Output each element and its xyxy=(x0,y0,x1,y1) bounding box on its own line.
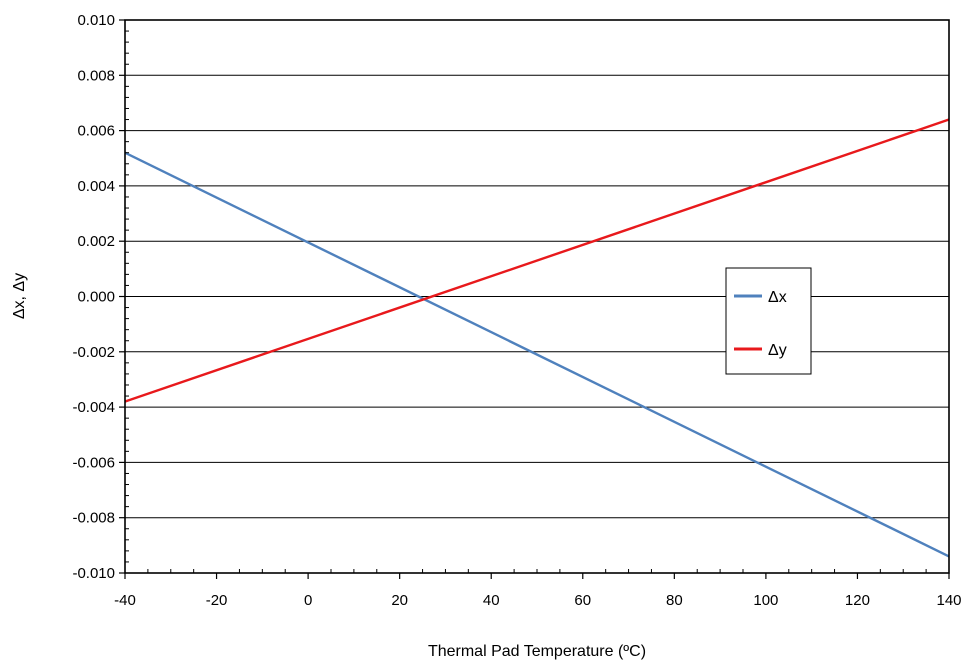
y-tick-label: 0.004 xyxy=(77,178,115,195)
y-tick-label: 0.002 xyxy=(77,233,115,250)
minor-ticks xyxy=(119,19,950,579)
x-tick-label: 20 xyxy=(391,592,408,609)
x-tick-label: 80 xyxy=(666,592,683,609)
series-line-dy xyxy=(124,118,950,403)
y-axis-title: Δx, Δy xyxy=(11,273,28,319)
y-tick-label: 0.010 xyxy=(77,12,115,29)
x-tick-label: -20 xyxy=(206,592,228,609)
x-axis-tick-labels: -40 -20 0 20 40 60 80 100 120 140 xyxy=(114,592,961,609)
y-tick-label: -0.010 xyxy=(72,565,115,582)
x-axis-title: Thermal Pad Temperature (ºC) xyxy=(428,643,646,660)
y-tick-label: -0.006 xyxy=(72,454,115,471)
x-tick-label: 0 xyxy=(304,592,312,609)
x-tick-label: 40 xyxy=(483,592,500,609)
y-tick-label: 0.008 xyxy=(77,67,115,84)
legend-label-dy: Δy xyxy=(768,342,787,359)
y-tick-label: 0.006 xyxy=(77,123,115,140)
x-tick-label: 140 xyxy=(936,592,961,609)
series-lines xyxy=(124,118,950,558)
series-line-dx xyxy=(124,151,950,558)
y-tick-label: -0.008 xyxy=(72,510,115,527)
gridlines xyxy=(125,74,949,519)
legend-box xyxy=(725,267,812,375)
legend: Δx Δy xyxy=(725,267,812,375)
x-tick-label: 120 xyxy=(845,592,870,609)
y-tick-label: 0.000 xyxy=(77,289,115,306)
x-tick-label: -40 xyxy=(114,592,136,609)
y-axis-tick-labels: 0.010 0.008 0.006 0.004 0.002 0.000 -0.002 -0.0… xyxy=(72,12,115,582)
x-tick-label: 60 xyxy=(574,592,591,609)
legend-label-dx: Δx xyxy=(768,289,787,306)
y-tick-label: -0.004 xyxy=(72,399,115,416)
y-tick-label: -0.002 xyxy=(72,344,115,361)
x-tick-label: 100 xyxy=(753,592,778,609)
